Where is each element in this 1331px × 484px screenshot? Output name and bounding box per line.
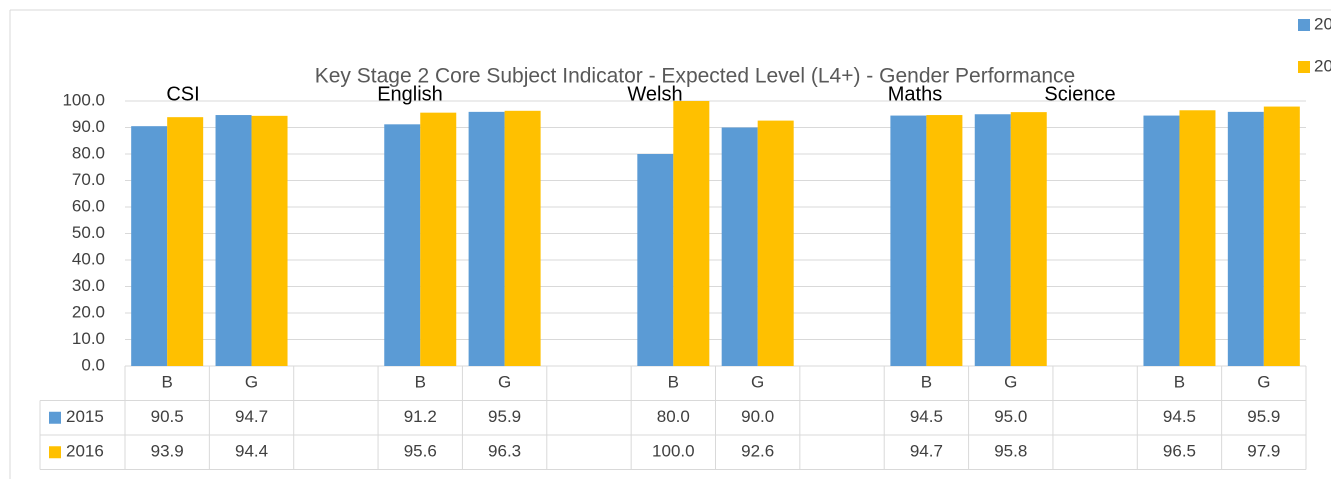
bar <box>757 120 794 366</box>
x-tick-label: G <box>751 373 764 392</box>
bar <box>167 117 204 366</box>
table-value: 94.7 <box>910 442 943 461</box>
table-value: 80.0 <box>657 407 690 426</box>
y-tick-label: 50.0 <box>72 223 105 242</box>
legend-key <box>1298 19 1310 31</box>
table-value: 90.0 <box>741 407 774 426</box>
bar <box>1263 106 1300 366</box>
bar <box>131 126 168 366</box>
y-tick-label: 80.0 <box>72 143 105 162</box>
bar <box>420 112 457 366</box>
table-series-name: 2016 <box>66 442 104 461</box>
x-tick-label: B <box>415 373 426 392</box>
table-legend-key <box>49 411 61 424</box>
x-tick-label: G <box>498 373 511 392</box>
bar <box>1143 115 1180 366</box>
bar <box>504 110 541 367</box>
x-tick-label: G <box>1004 373 1017 392</box>
group-label: English <box>377 83 443 105</box>
chart-title: Key Stage 2 Core Subject Indicator - Exp… <box>315 65 1075 88</box>
table-value: 95.0 <box>994 407 1027 426</box>
table-series-name: 2015 <box>66 407 104 426</box>
y-tick-label: 90.0 <box>72 117 105 136</box>
table-value: 100.0 <box>652 442 695 461</box>
table-value: 95.6 <box>404 442 437 461</box>
table-value: 91.2 <box>404 407 437 426</box>
table-value: 95.9 <box>1247 407 1280 426</box>
x-tick-label: G <box>1257 373 1270 392</box>
legend-label: 2015 <box>1314 14 1331 33</box>
y-tick-label: 20.0 <box>72 302 105 321</box>
table-legend-key <box>49 446 61 459</box>
table-value: 96.3 <box>488 442 521 461</box>
bar <box>721 127 758 366</box>
table-value: 90.5 <box>151 407 184 426</box>
y-tick-label: 40.0 <box>72 249 105 268</box>
bar <box>215 115 252 366</box>
table-value: 94.5 <box>910 407 943 426</box>
table-value: 95.8 <box>994 442 1027 461</box>
bar <box>1179 110 1216 367</box>
group-label: Maths <box>888 83 942 105</box>
y-tick-label: 70.0 <box>72 170 105 189</box>
bar <box>1227 111 1264 367</box>
table-value: 93.9 <box>151 442 184 461</box>
x-tick-label: B <box>668 373 679 392</box>
legend-key <box>1298 61 1310 73</box>
group-label: CSI <box>166 83 199 105</box>
group-label: Welsh <box>627 83 682 105</box>
table-value: 97.9 <box>1247 442 1280 461</box>
bar <box>890 115 927 366</box>
bar <box>384 124 421 366</box>
bar <box>926 115 963 366</box>
x-tick-label: G <box>245 373 258 392</box>
y-tick-label: 60.0 <box>72 196 105 215</box>
table-value: 94.7 <box>235 407 268 426</box>
bar <box>1010 112 1047 366</box>
table-value: 92.6 <box>741 442 774 461</box>
y-tick-label: 0.0 <box>81 355 105 374</box>
bar <box>468 111 505 367</box>
bar <box>974 114 1011 366</box>
table-value: 94.4 <box>235 442 268 461</box>
y-tick-label: 100.0 <box>62 90 105 109</box>
x-tick-label: B <box>921 373 932 392</box>
group-label: Science <box>1044 83 1115 105</box>
table-value: 96.5 <box>1163 442 1196 461</box>
table-value: 94.5 <box>1163 407 1196 426</box>
bar <box>637 154 674 366</box>
bar <box>251 115 288 366</box>
y-tick-label: 10.0 <box>72 329 105 348</box>
table-value: 95.9 <box>488 407 521 426</box>
legend-label: 2016 <box>1314 56 1331 75</box>
bar <box>673 101 710 366</box>
x-tick-label: B <box>162 373 173 392</box>
y-tick-label: 30.0 <box>72 276 105 295</box>
x-tick-label: B <box>1174 373 1185 392</box>
